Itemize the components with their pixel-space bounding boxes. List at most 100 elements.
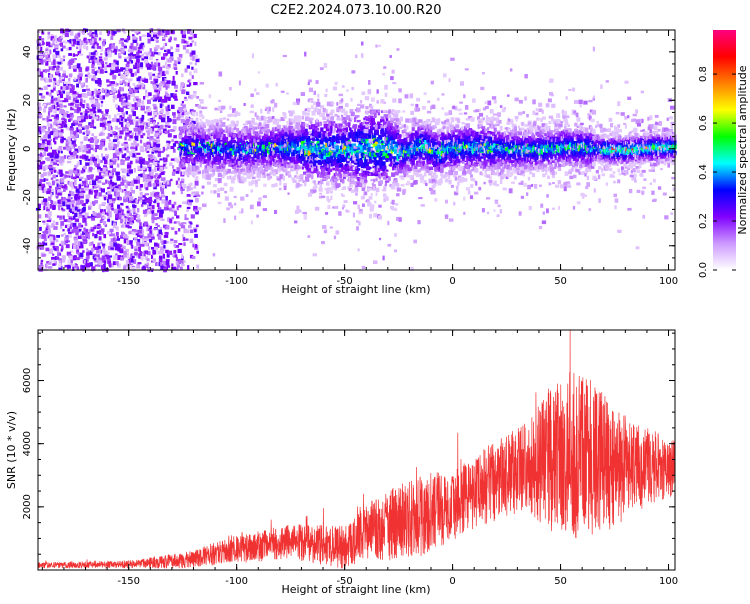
heatmap-cell xyxy=(163,157,167,162)
heatmap-cell xyxy=(229,145,234,150)
heatmap-cell xyxy=(39,226,42,231)
heatmap-cell xyxy=(243,126,247,131)
heatmap-cell xyxy=(165,94,170,97)
heatmap-cell xyxy=(197,166,200,172)
heatmap-cell xyxy=(146,210,150,215)
heatmap-cell xyxy=(83,227,86,231)
heatmap-cell xyxy=(88,160,93,165)
heatmap-cell xyxy=(47,111,51,116)
heatmap-cell xyxy=(96,250,100,254)
heatmap-cell xyxy=(40,142,45,147)
heatmap-cell xyxy=(173,254,178,258)
heatmap-cell xyxy=(82,149,87,153)
heatmap-cell xyxy=(111,198,116,201)
heatmap-cell xyxy=(97,92,101,95)
heatmap-cell xyxy=(222,117,227,120)
heatmap-cell xyxy=(98,133,102,136)
heatmap-cell xyxy=(83,136,88,141)
heatmap-cell xyxy=(565,96,568,100)
heatmap-cell xyxy=(420,204,425,207)
heatmap-cell xyxy=(164,98,168,103)
heatmap-cell xyxy=(285,134,290,137)
heatmap-cell xyxy=(58,103,63,108)
heatmap-cell xyxy=(37,144,41,148)
heatmap-cell xyxy=(182,45,187,50)
heatmap-cell xyxy=(414,107,417,111)
heatmap-cell xyxy=(596,120,599,125)
heatmap-cell xyxy=(182,142,186,145)
heatmap-cell xyxy=(166,154,170,157)
heatmap-cell xyxy=(112,261,116,266)
heatmap-cell xyxy=(351,70,356,74)
heatmap-cell xyxy=(85,67,89,72)
heatmap-cell xyxy=(102,122,107,126)
heatmap-cell xyxy=(91,154,94,158)
heatmap-cell xyxy=(191,50,196,55)
heatmap-cell xyxy=(256,173,262,178)
heatmap-cell xyxy=(278,135,281,138)
heatmap-cell xyxy=(181,143,185,148)
heatmap-cell xyxy=(93,158,98,163)
heatmap-cell xyxy=(40,95,46,99)
heatmap-cell xyxy=(135,143,140,147)
heatmap-cell xyxy=(43,205,46,211)
heatmap-cell xyxy=(448,218,454,222)
heatmap-cell xyxy=(72,216,76,219)
heatmap-cell xyxy=(156,135,160,139)
heatmap-cell xyxy=(92,167,95,170)
heatmap-cell xyxy=(109,228,114,233)
heatmap-cell xyxy=(135,121,139,127)
heatmap-cell xyxy=(226,146,231,150)
heatmap-cell xyxy=(76,252,80,255)
heatmap-cell xyxy=(390,201,393,204)
heatmap-cell xyxy=(262,208,267,211)
heatmap-cell xyxy=(149,169,153,175)
heatmap-cell xyxy=(128,119,133,125)
heatmap-cell xyxy=(497,204,501,208)
heatmap-cell xyxy=(58,100,63,103)
heatmap-cell xyxy=(128,200,132,204)
heatmap-cell xyxy=(269,156,275,161)
heatmap-cell xyxy=(74,35,79,39)
heatmap-cell xyxy=(246,129,250,134)
heatmap-cell xyxy=(493,209,496,212)
heatmap-cell xyxy=(176,264,181,268)
heatmap-cell xyxy=(134,213,139,218)
heatmap-cell xyxy=(98,58,103,62)
heatmap-cell xyxy=(56,194,59,197)
heatmap-cell xyxy=(141,166,146,171)
heatmap-cell xyxy=(136,51,140,57)
heatmap-cell xyxy=(147,38,151,44)
heatmap-cell xyxy=(57,108,60,111)
heatmap-cell xyxy=(53,137,56,143)
heatmap-cell xyxy=(134,119,139,123)
heatmap-cell xyxy=(91,91,96,94)
heatmap-cell xyxy=(229,131,234,135)
heatmap-cell xyxy=(179,126,184,130)
heatmap-cell xyxy=(73,65,77,69)
heatmap-cell xyxy=(250,126,255,131)
heatmap-cell xyxy=(228,202,232,207)
heatmap-cell xyxy=(191,40,194,43)
heatmap-cell xyxy=(94,225,97,228)
heatmap-cell xyxy=(189,118,193,121)
heatmap-cell xyxy=(126,68,131,73)
heatmap-cell xyxy=(66,114,70,118)
heatmap-cell xyxy=(100,168,103,171)
heatmap-cell xyxy=(103,209,106,213)
heatmap-cell xyxy=(206,165,209,170)
heatmap-cell xyxy=(135,233,139,236)
heatmap-cell xyxy=(134,135,139,139)
heatmap-cell xyxy=(527,184,532,190)
heatmap-cell xyxy=(139,222,142,227)
heatmap-cell xyxy=(133,140,137,145)
heatmap-cell xyxy=(168,38,172,43)
heatmap-cell xyxy=(156,183,160,187)
heatmap-cell xyxy=(256,214,259,218)
heatmap-cell xyxy=(158,212,163,218)
heatmap-cell xyxy=(117,255,122,260)
heatmap-cell xyxy=(167,96,171,101)
heatmap-cell xyxy=(131,266,136,272)
heatmap-cell xyxy=(111,131,114,134)
heatmap-cell xyxy=(174,245,180,248)
